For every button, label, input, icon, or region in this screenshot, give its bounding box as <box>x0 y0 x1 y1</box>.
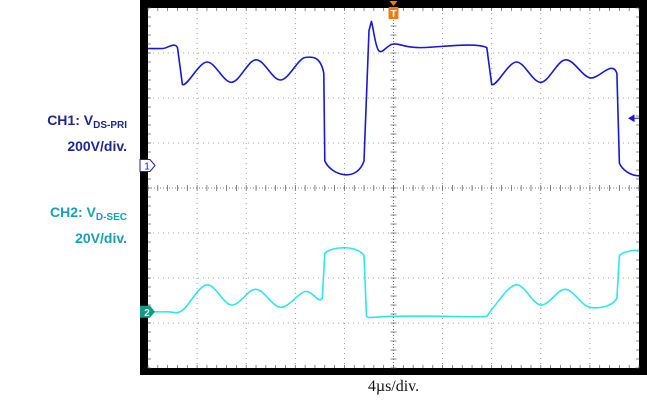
ch2-marker-number: 2 <box>144 308 150 319</box>
ch1-marker-number: 1 <box>144 162 150 173</box>
ch2-marker-shape <box>140 305 155 318</box>
trigger-level-arrow <box>628 114 639 123</box>
timebase-label: 4µs/div. <box>367 378 420 395</box>
trigger-arrow <box>389 1 398 6</box>
ch2-scale: 20V/div. <box>75 230 127 246</box>
traces <box>148 20 639 319</box>
markers: 1 2 T <box>139 1 639 319</box>
ch1-marker-shape <box>139 159 156 172</box>
ch1-subscript: DS-PRI <box>93 120 127 131</box>
ch2-trace <box>148 246 639 319</box>
trigger-letter: T <box>390 9 396 20</box>
ch1-label: CH1: VDS-PRI 200V/div. <box>47 110 127 156</box>
ch2-subscript: D-SEC <box>95 212 127 223</box>
ch1-ground-marker: 1 <box>139 159 156 173</box>
ch1-scale: 200V/div. <box>67 138 127 154</box>
ch1-trace <box>148 20 639 177</box>
ch2-name: CH2: V <box>49 204 96 220</box>
ch2-label: CH2: VD-SEC 20V/div. <box>50 202 127 248</box>
ch2-ground-marker: 2 <box>140 305 155 319</box>
trigger-position-marker: T <box>388 1 399 20</box>
trigger-box <box>388 7 399 19</box>
graticule <box>147 7 640 369</box>
ch1-name: CH1: V <box>47 112 94 128</box>
